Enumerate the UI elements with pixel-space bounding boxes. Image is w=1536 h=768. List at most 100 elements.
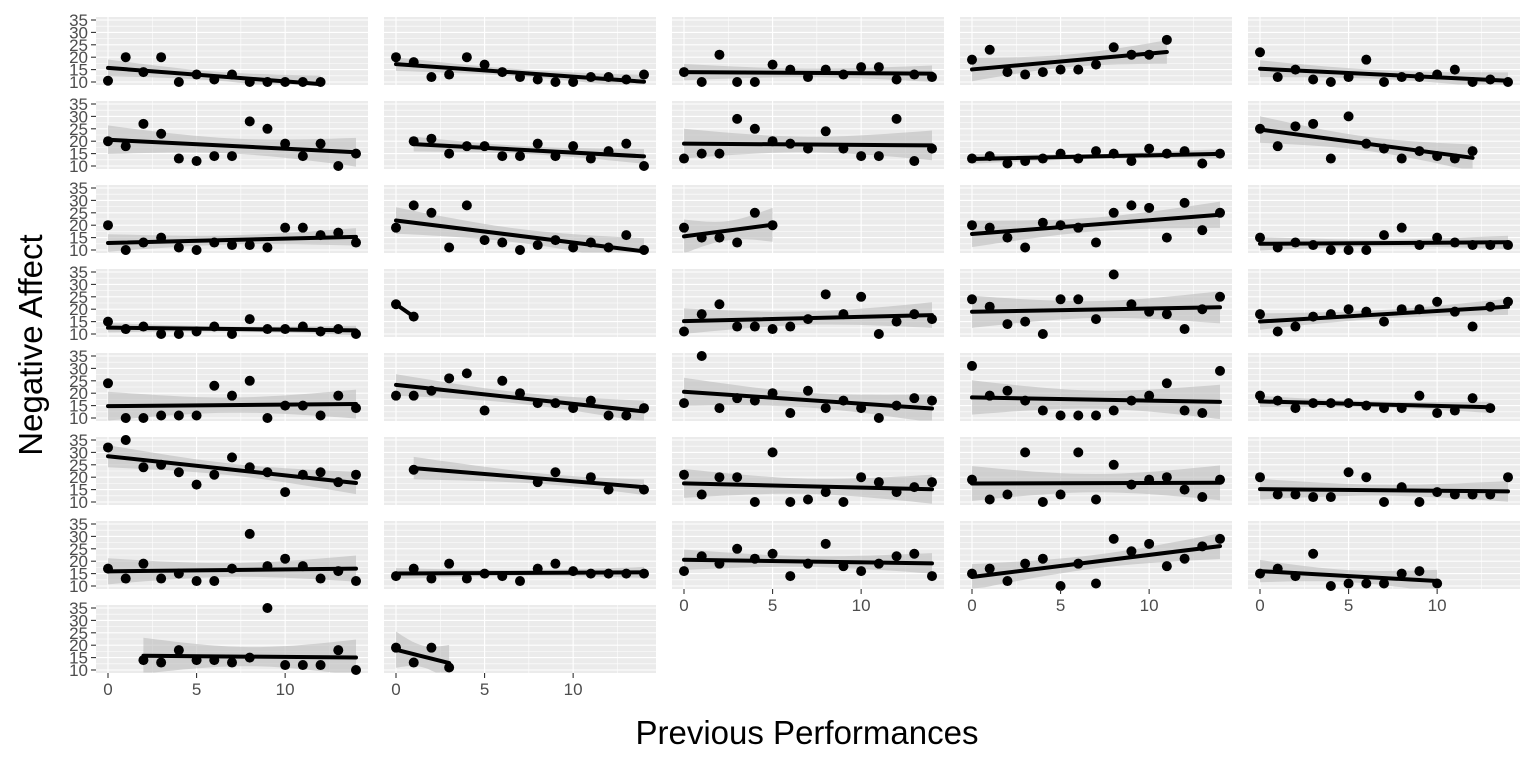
data-point [1308, 74, 1319, 85]
data-point [103, 75, 113, 86]
trend-line [106, 402, 358, 409]
x-tick-label: 5 [768, 596, 777, 615]
data-point [696, 77, 707, 87]
data-point [1002, 319, 1013, 330]
data-point [1308, 548, 1319, 559]
data-point [408, 563, 419, 574]
data-point [1091, 237, 1101, 248]
trend-line [682, 141, 934, 148]
data-point [1055, 64, 1066, 75]
data-point [568, 141, 579, 152]
data-point [1179, 553, 1190, 564]
data-point [767, 59, 778, 70]
data-point [138, 558, 149, 569]
data-point [191, 156, 202, 167]
data-point [173, 645, 184, 656]
data-point [156, 410, 167, 421]
data-point [532, 74, 543, 85]
data-point [1343, 245, 1354, 255]
trend-line [1258, 399, 1493, 410]
data-point [603, 410, 614, 421]
data-point [1215, 291, 1225, 302]
data-point [927, 477, 937, 488]
data-point [1255, 472, 1265, 483]
data-point [515, 576, 525, 587]
data-point [315, 573, 326, 584]
data-point [333, 390, 344, 401]
data-point [262, 603, 273, 613]
data-point [461, 200, 472, 211]
facet-panel [1248, 101, 1520, 169]
y-tick-label: 30 [69, 191, 88, 210]
data-point [227, 151, 237, 162]
data-point [1379, 578, 1389, 589]
data-point [714, 472, 725, 483]
y-tick-label: 30 [69, 107, 88, 126]
data-point [967, 220, 977, 231]
data-point [1002, 576, 1013, 587]
trend-line [1258, 240, 1510, 246]
data-point [1379, 230, 1389, 241]
trend-line [411, 466, 646, 490]
trend-line [682, 222, 775, 239]
trend-line [1258, 569, 1440, 584]
data-point [1396, 568, 1407, 579]
trend-line [970, 151, 1222, 161]
data-point [1432, 232, 1443, 243]
y-tick-label: 15 [69, 397, 88, 416]
facet-panel [672, 101, 944, 169]
y-tick-label: 20 [69, 468, 88, 487]
data-point [1108, 269, 1119, 280]
facet-panel [960, 101, 1232, 169]
data-point [173, 242, 184, 253]
panel-grid: 1015202530351015202530351015202530351015… [69, 11, 1520, 699]
data-point [1161, 232, 1172, 243]
data-point [1414, 566, 1425, 577]
data-point [603, 484, 614, 495]
y-tick-label: 25 [69, 204, 88, 223]
facet-panel [1248, 353, 1520, 421]
data-point [873, 329, 884, 339]
data-point [1179, 197, 1190, 208]
y-tick-label: 30 [69, 611, 88, 630]
data-point [1414, 497, 1425, 507]
y-tick-label: 30 [69, 359, 88, 378]
data-point [408, 200, 419, 211]
data-point [1091, 146, 1101, 157]
data-point [820, 487, 831, 498]
data-point [714, 148, 725, 159]
trend-line [1258, 66, 1510, 83]
data-point [351, 665, 361, 675]
data-point [785, 571, 796, 582]
y-tick-label: 25 [69, 120, 88, 139]
data-point [1503, 296, 1513, 307]
trend-line [141, 653, 358, 660]
trend-line [394, 647, 452, 666]
data-point [173, 467, 184, 478]
data-point [1361, 578, 1372, 589]
data-point [444, 148, 455, 159]
data-point [497, 237, 508, 248]
data-point [173, 329, 184, 339]
data-point [333, 227, 344, 238]
data-point [749, 497, 760, 507]
data-point [679, 566, 689, 577]
data-point [297, 151, 308, 162]
y-tick-label: 20 [69, 216, 88, 235]
y-tick-label: 35 [69, 95, 88, 114]
data-point [497, 375, 508, 386]
data-point [1091, 314, 1101, 325]
y-tick-label: 30 [69, 443, 88, 462]
data-point [479, 235, 490, 246]
data-point [1255, 309, 1265, 320]
y-tick-label: 30 [69, 527, 88, 546]
facet-panel: 0 5 10 [960, 521, 1232, 615]
facet-panel [384, 101, 656, 171]
x-tick-label: 5 [1344, 596, 1353, 615]
data-point [262, 123, 273, 134]
data-point [1215, 533, 1225, 544]
data-point [749, 77, 760, 87]
data-point [856, 566, 867, 577]
